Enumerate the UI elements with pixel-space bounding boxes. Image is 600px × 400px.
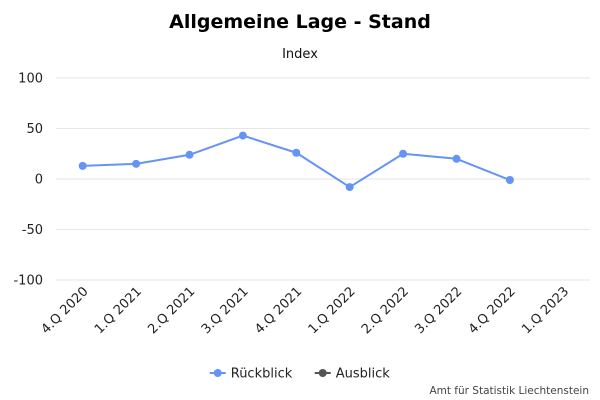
- x-tick-label: 4.Q 2020: [39, 284, 92, 337]
- chart-credit: Amt für Statistik Liechtenstein: [429, 385, 589, 397]
- data-point[interactable]: [505, 176, 514, 185]
- x-axis-ticks: 4.Q 2020 1.Q 2021 2.Q 2021 3.Q 2021 4.Q 2021…: [39, 284, 573, 337]
- x-tick-label: 4.Q 2022: [466, 284, 519, 337]
- x-tick-label: 1.Q 2021: [92, 284, 145, 337]
- y-tick-label: 50: [26, 122, 43, 137]
- x-tick-label: 1.Q 2023: [519, 284, 572, 337]
- chart-title: Allgemeine Lage - Stand: [169, 11, 431, 33]
- data-point[interactable]: [78, 161, 87, 170]
- grid-lines: [56, 77, 590, 281]
- x-tick-label: 1.Q 2022: [306, 284, 359, 337]
- legend: Rückblick Ausblick: [209, 367, 391, 382]
- x-tick-label: 3.Q 2021: [199, 284, 252, 337]
- data-point[interactable]: [238, 131, 247, 140]
- y-tick-label: -50: [22, 223, 43, 238]
- x-tick-label: 4.Q 2021: [252, 284, 305, 337]
- data-point[interactable]: [452, 154, 461, 163]
- x-tick-label: 2.Q 2022: [359, 284, 412, 337]
- x-tick-label: 2.Q 2021: [145, 284, 198, 337]
- y-tick-label: -100: [13, 274, 43, 289]
- legend-item[interactable]: Ausblick: [314, 367, 391, 382]
- data-point[interactable]: [185, 150, 194, 159]
- y-tick-label: 0: [35, 173, 43, 188]
- data-point[interactable]: [132, 159, 141, 168]
- legend-label: Rückblick: [231, 367, 293, 382]
- series-layer: [78, 131, 514, 192]
- legend-marker-icon: [318, 369, 327, 377]
- x-tick-label: 3.Q 2022: [412, 284, 465, 337]
- series-group: [78, 131, 514, 192]
- y-axis-ticks: 100 50 0 -50 -100: [13, 72, 43, 289]
- data-point[interactable]: [345, 183, 354, 192]
- y-tick-label: 100: [18, 72, 43, 87]
- data-point[interactable]: [292, 148, 301, 157]
- data-point[interactable]: [399, 149, 408, 158]
- legend-label: Ausblick: [336, 367, 391, 382]
- legend-item[interactable]: Rückblick: [209, 367, 293, 382]
- legend-marker-icon: [213, 369, 222, 377]
- y-axis-label: Index: [282, 47, 318, 62]
